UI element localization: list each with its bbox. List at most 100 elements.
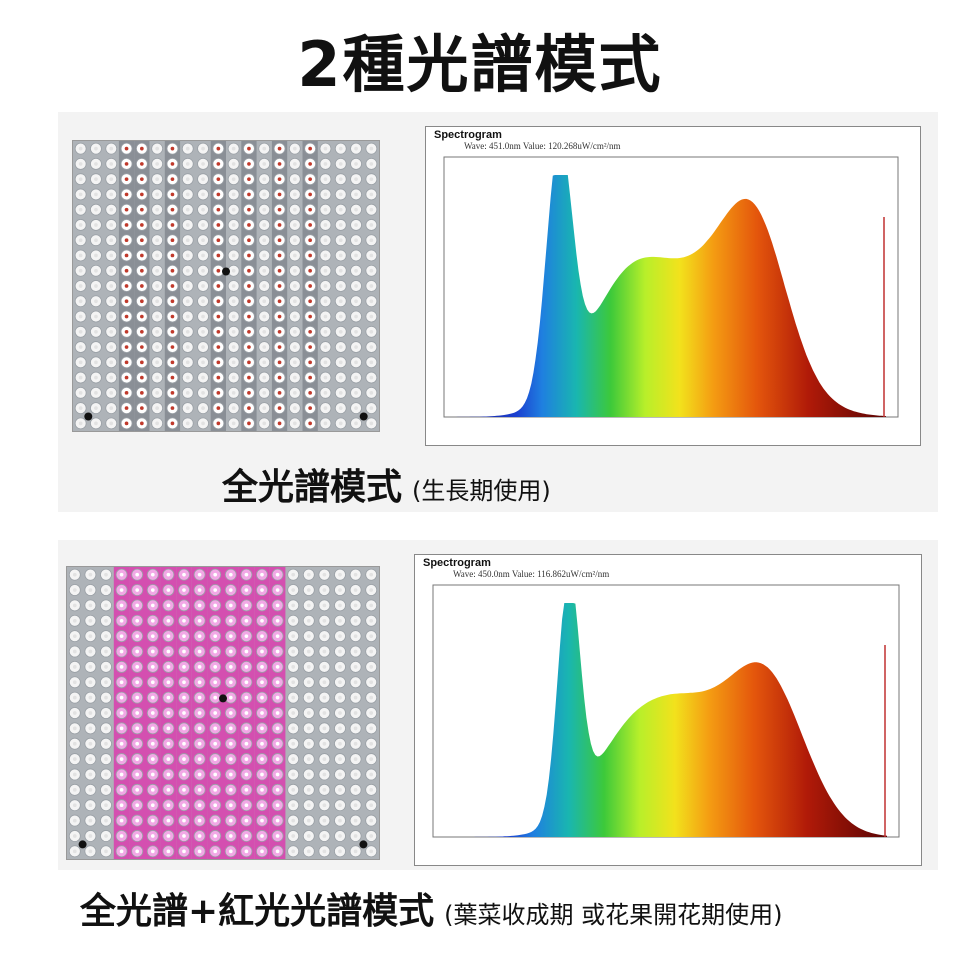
led-chip bbox=[201, 421, 205, 426]
led-chip bbox=[201, 345, 205, 349]
led-chip bbox=[231, 329, 236, 334]
led-chip bbox=[135, 572, 140, 577]
led-chip bbox=[104, 695, 108, 700]
led-chip bbox=[338, 314, 343, 319]
led-chip bbox=[338, 572, 342, 577]
led-chip bbox=[166, 803, 171, 808]
led-chip bbox=[231, 207, 236, 212]
led-chip bbox=[338, 406, 343, 410]
led-chip bbox=[166, 618, 171, 623]
led-chip bbox=[150, 618, 155, 623]
led-chip bbox=[201, 406, 205, 410]
led-chip bbox=[322, 649, 327, 654]
led-chip bbox=[275, 772, 280, 777]
led-chip bbox=[185, 299, 190, 304]
led-chip bbox=[323, 192, 328, 197]
led-chip bbox=[369, 162, 374, 166]
led-chip bbox=[185, 207, 190, 212]
led-chip bbox=[354, 329, 358, 334]
led-chip bbox=[150, 787, 155, 792]
led-chip bbox=[228, 803, 233, 808]
led-chip bbox=[135, 726, 140, 731]
led-chip bbox=[104, 834, 108, 838]
led-chip bbox=[78, 284, 83, 288]
led-chip bbox=[338, 665, 342, 669]
led-chip bbox=[277, 406, 282, 410]
led-chip bbox=[119, 603, 124, 608]
led-chip bbox=[78, 360, 83, 365]
led-chip bbox=[354, 391, 358, 395]
led-chip bbox=[291, 818, 296, 823]
led-chip bbox=[275, 649, 280, 654]
led-chip bbox=[231, 162, 236, 166]
led-chip bbox=[150, 649, 155, 654]
led-chip bbox=[354, 162, 358, 166]
led-chip bbox=[72, 649, 77, 654]
led-chip bbox=[150, 726, 155, 731]
led-chip bbox=[213, 787, 218, 792]
led-chip bbox=[369, 345, 374, 349]
led-chip bbox=[354, 360, 358, 365]
led-chip bbox=[338, 849, 342, 854]
led-chip bbox=[306, 634, 311, 639]
led-chip bbox=[277, 162, 282, 166]
led-chip bbox=[72, 695, 77, 700]
led-chip bbox=[323, 406, 328, 410]
led-chip bbox=[197, 665, 202, 669]
led-chip bbox=[94, 146, 98, 151]
led-chip bbox=[262, 192, 267, 197]
led-chip bbox=[275, 680, 280, 685]
led-chip bbox=[119, 787, 124, 792]
led-chip bbox=[94, 223, 98, 227]
led-chip bbox=[354, 207, 358, 212]
led-chip bbox=[247, 284, 251, 288]
led-chip bbox=[155, 345, 159, 349]
led-chip bbox=[109, 238, 114, 243]
led-chip bbox=[197, 803, 202, 808]
led-chip bbox=[119, 572, 124, 577]
led-chip bbox=[78, 238, 83, 243]
led-chip bbox=[244, 572, 249, 577]
led-chip bbox=[293, 375, 297, 380]
led-chip bbox=[260, 803, 264, 808]
led-chip bbox=[140, 146, 144, 151]
led-chip bbox=[275, 711, 280, 715]
led-chip bbox=[72, 757, 77, 761]
led-chip bbox=[185, 421, 190, 426]
led-chip bbox=[88, 665, 93, 669]
led-chip bbox=[197, 588, 202, 592]
led-chip bbox=[124, 329, 129, 334]
mode-caption-note: (生長期使用) bbox=[412, 477, 551, 505]
led-chip bbox=[260, 726, 264, 731]
led-chip bbox=[155, 253, 159, 258]
led-chip bbox=[231, 238, 236, 243]
led-chip bbox=[260, 772, 264, 777]
led-chip bbox=[369, 360, 374, 365]
led-chip bbox=[155, 299, 159, 304]
led-chip bbox=[322, 695, 327, 700]
led-chip bbox=[109, 253, 114, 258]
led-chip bbox=[275, 803, 280, 808]
led-chip bbox=[185, 284, 190, 288]
led-chip bbox=[155, 207, 159, 212]
led-chip bbox=[155, 223, 159, 227]
led-chip bbox=[88, 618, 93, 623]
led-chip bbox=[94, 329, 98, 334]
led-chip bbox=[306, 665, 311, 669]
mounting-screw bbox=[84, 412, 93, 421]
led-chip bbox=[109, 314, 114, 319]
led-chip bbox=[109, 207, 114, 212]
led-chip bbox=[306, 787, 311, 792]
led-chip bbox=[170, 421, 175, 426]
led-chip bbox=[353, 695, 358, 700]
led-chip bbox=[369, 314, 374, 319]
led-chip bbox=[155, 360, 159, 365]
led-chip bbox=[150, 849, 155, 854]
led-chip bbox=[170, 207, 175, 212]
led-chip bbox=[155, 391, 159, 395]
led-chip bbox=[94, 360, 98, 365]
led-chip bbox=[293, 146, 297, 151]
led-chip bbox=[201, 177, 205, 181]
led-chip bbox=[201, 162, 205, 166]
led-chip bbox=[109, 329, 114, 334]
